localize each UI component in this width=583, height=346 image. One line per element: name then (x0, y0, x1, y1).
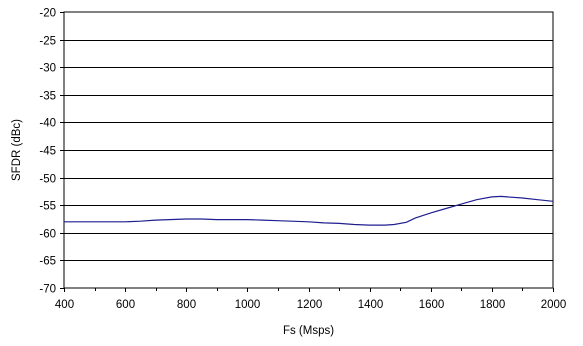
x-axis-title: Fs (Msps) (283, 325, 334, 337)
gridlines (64, 40, 553, 261)
x-tick-label: 1800 (480, 299, 506, 311)
y-tick-label: -25 (39, 36, 56, 48)
y-tick-label: -45 (39, 146, 56, 158)
y-tick-label: -60 (39, 229, 56, 241)
series-layer (64, 195, 554, 226)
series-line (64, 195, 554, 226)
y-tick-label: -35 (39, 91, 56, 103)
y-tick-label: -40 (39, 118, 56, 130)
y-tick-label: -30 (39, 63, 56, 75)
x-tick-label: 400 (55, 299, 74, 311)
y-tick-label: -20 (39, 8, 56, 20)
y-axis-ticks: -20 -25 -30 -35 -40 -45 -50 -55 -60 -65 -70 (39, 8, 64, 296)
x-tick-label: 1400 (358, 299, 384, 311)
x-tick-label: 1000 (235, 299, 261, 311)
y-tick-label: -55 (39, 201, 56, 213)
x-tick-label: 600 (116, 299, 135, 311)
x-axis-ticks: 400 600 800 1000 1200 1400 1600 1800 2000 (55, 288, 566, 311)
x-tick-label: 1600 (419, 299, 445, 311)
x-tick-label: 800 (177, 299, 196, 311)
x-tick-label: 2000 (541, 299, 567, 311)
y-tick-label: -70 (39, 284, 56, 296)
y-tick-label: -50 (39, 174, 56, 186)
y-axis-title: SFDR (dBc) (11, 119, 23, 181)
x-tick-label: 1200 (297, 299, 323, 311)
y-tick-label: -65 (39, 256, 56, 268)
